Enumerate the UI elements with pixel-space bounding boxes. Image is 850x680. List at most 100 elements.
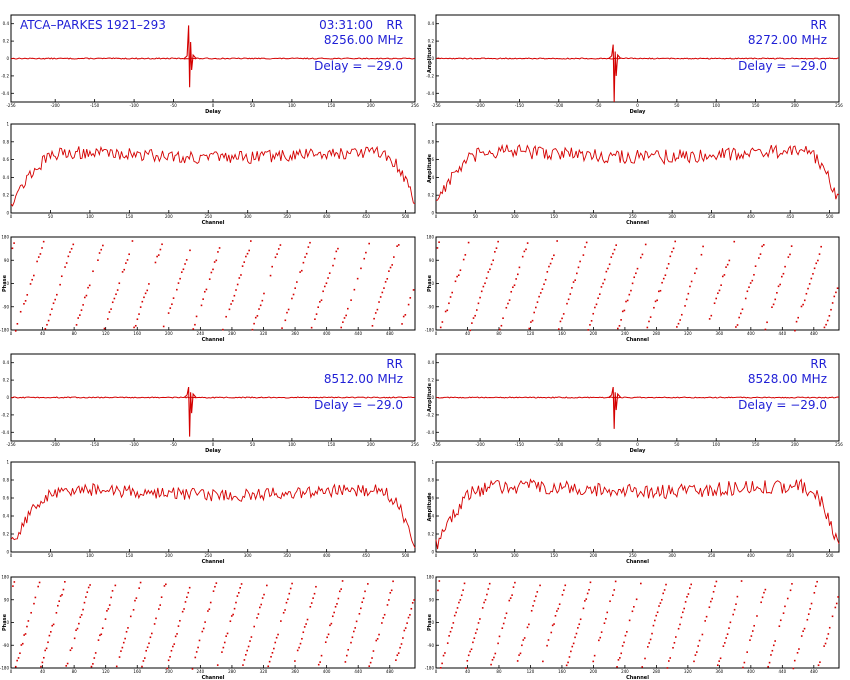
phase-8512-point-197 (338, 590, 341, 593)
phase-8528-point-32 (484, 599, 487, 601)
phase-8272-point-95 (607, 267, 609, 270)
amp-8528-xtick-label-5: 250 (629, 553, 637, 558)
phase-8528-point-115 (628, 619, 631, 622)
phase-8272-point-170 (753, 273, 755, 276)
phase-8512-point-194 (334, 605, 337, 608)
phase-8512-point-75 (134, 599, 136, 602)
phase-8512-point-91 (160, 596, 163, 598)
phase-8256-point-160 (333, 257, 336, 260)
phase-8528-point-14 (458, 601, 460, 604)
phase-8512-point-221 (381, 622, 383, 624)
phase-8256-point-173 (365, 251, 367, 254)
phase-8256-point-19 (49, 313, 52, 316)
phase-8512-point-133 (233, 607, 236, 610)
phase-8272-point-33 (497, 240, 499, 243)
delay-8272-xtick-label-8: 150 (752, 103, 760, 108)
phase-8256-point-78 (169, 307, 172, 309)
phase-8512-point-156 (270, 655, 272, 658)
amp-8272-ytick-label-4: 0.8 (428, 139, 435, 144)
phase-8272-point-163 (740, 312, 742, 315)
amp-8512-xtick-label-0: 0 (10, 553, 13, 558)
phase-8528-point-101 (605, 617, 607, 620)
phase-8256-point-113 (241, 265, 244, 267)
amp-8528-xtick-label-6: 300 (668, 553, 676, 558)
phase-8272-point-207 (825, 323, 827, 326)
delay-8528-xlabel: Delay (630, 448, 646, 454)
phase-8272-ytick-label-4: 180 (426, 235, 434, 240)
phase-8512-point-93 (165, 583, 167, 586)
phase-8256-point-122 (256, 315, 259, 317)
phase-8528-point-25 (473, 637, 476, 639)
phase-8528-point-227 (834, 606, 837, 609)
phase-8256-point-124 (259, 304, 262, 307)
phase-8512-point-62 (110, 596, 112, 599)
phase-8256-point-158 (328, 272, 331, 274)
phase-8528-point-171 (725, 637, 727, 639)
phase-8528-point-138 (669, 657, 672, 659)
phase-8272-xtick-label-7: 280 (653, 331, 661, 336)
amp-8272-panel: 0 50 100 150 200 250 300 350 400 450 500 0 0.2 0.4 0.6… (427, 122, 840, 226)
phase-8256-xtick-label-12: 480 (386, 331, 394, 336)
phase-8272-point-60 (544, 278, 547, 281)
phase-8512-point-139 (242, 664, 244, 666)
phase-8256-point-80 (172, 297, 175, 299)
phase-8256-point-191 (401, 323, 403, 325)
phase-8512-point-18 (41, 661, 44, 664)
delay-8256-xtick-label-2: -150 (90, 103, 100, 108)
phase-8528-point-119 (640, 582, 642, 585)
phase-8528-point-211 (803, 627, 806, 630)
phase-8512-point-204 (351, 636, 354, 639)
phase-8512-point-69 (122, 641, 125, 644)
phase-8512-point-232 (399, 646, 401, 649)
phase-8512-xtick-label-4: 160 (133, 669, 141, 674)
phase-8272-point-156 (725, 266, 727, 268)
phase-8272-point-81 (584, 246, 586, 248)
phase-8512-ytick-label-3: 90 (4, 597, 10, 602)
phase-8256-point-152 (319, 301, 321, 303)
phase-8256-point-59 (128, 253, 130, 256)
phase-8272-point-206 (823, 326, 826, 329)
phase-8528-point-183 (749, 639, 751, 641)
phase-8528-point-89 (582, 607, 585, 610)
phase-8528-point-66 (546, 644, 548, 647)
phase-8512-point-10 (26, 625, 28, 628)
phase-8256-point-32 (75, 324, 78, 326)
delay-8528-ytick-label-4: 0.4 (428, 360, 435, 365)
phase-8528-point-38 (493, 656, 495, 659)
phase-8256-point-15 (42, 240, 45, 243)
phase-8512-point-7 (21, 642, 24, 645)
phase-8512-point-118 (207, 610, 209, 612)
phase-8528-point-106 (614, 580, 617, 583)
phase-8272-point-167 (748, 286, 750, 289)
phase-8256-point-100 (215, 259, 218, 262)
phase-8256-point-12 (37, 256, 40, 258)
phase-8256-point-141 (299, 271, 301, 273)
phase-8256-point-129 (274, 256, 277, 259)
phase-8256-xtick-label-10: 400 (323, 331, 331, 336)
phase-8256-point-117 (248, 249, 250, 252)
phase-8528-point-86 (577, 627, 579, 629)
phase-8256-point-182 (383, 287, 385, 289)
phase-8272-point-188 (789, 253, 791, 256)
phase-8512-point-168 (289, 587, 292, 590)
phase-8528-point-56 (523, 637, 526, 639)
phase-8256-point-89 (192, 328, 195, 330)
phase-8272-point-34 (498, 328, 501, 331)
phase-8256-point-21 (52, 302, 55, 305)
phase-8528-point-72 (556, 610, 558, 612)
amp-8272-xlabel: Channel (626, 220, 649, 226)
phase-8256-point-46 (103, 327, 106, 330)
phase-8256-point-1 (13, 242, 15, 244)
phase-8512-xtick-label-9: 360 (291, 669, 299, 674)
phase-8272-point-1 (438, 241, 440, 243)
phase-8512-point-186 (320, 654, 323, 657)
phase-8512-point-39 (75, 629, 77, 631)
phase-8272-point-27 (487, 271, 490, 273)
phase-8512-point-35 (66, 662, 69, 665)
phase-8528-point-133 (662, 592, 665, 595)
phase-8272-point-83 (587, 329, 590, 331)
phase-8272-point-165 (744, 297, 747, 300)
phase-8272-point-62 (548, 265, 550, 268)
phase-8272-point-210 (830, 308, 832, 311)
delay-8528-baseline-trace (435, 396, 840, 399)
